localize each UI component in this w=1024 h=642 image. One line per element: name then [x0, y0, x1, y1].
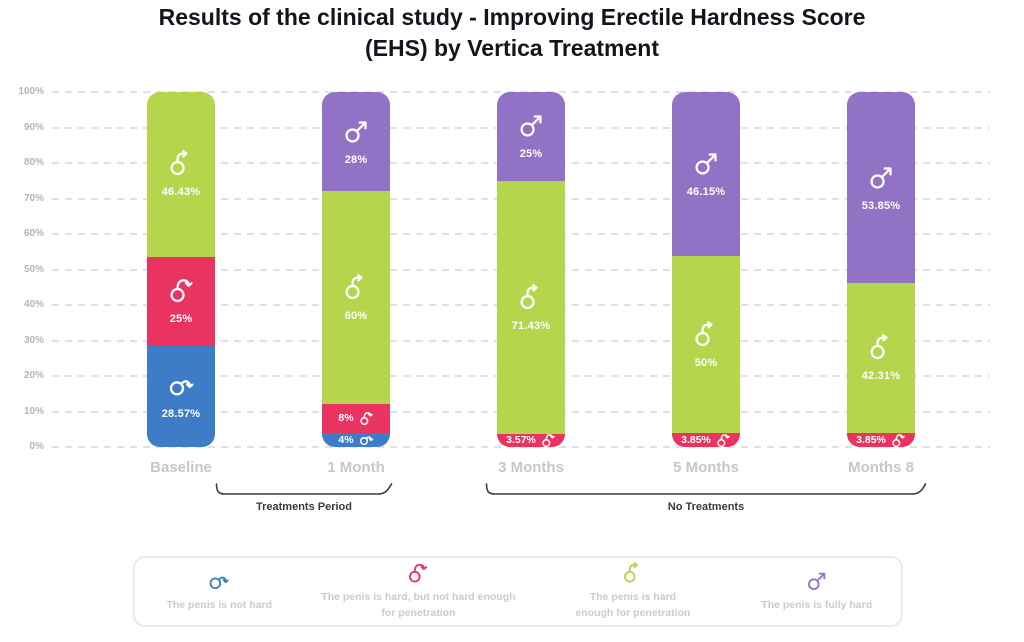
segment-value-label: 60% — [344, 309, 368, 322]
legend-item-label: The penis is hard enough for penetration — [575, 590, 690, 622]
penis-hard-enough-icon — [519, 283, 538, 309]
y-axis-tick: 100% — [18, 86, 44, 97]
segment-fully-hard: 28% — [322, 92, 390, 192]
penis-not-hard-enough-icon — [409, 563, 428, 583]
segment-value-label: 3.85% — [681, 433, 711, 446]
segment-value-label: 8% — [338, 412, 354, 425]
chart-title: Results of the clinical study - Improvin… — [0, 2, 1024, 64]
legend-item-label: The penis is hard, but not hard enough fo… — [321, 590, 515, 622]
x-axis-label: 5 Months — [673, 459, 739, 476]
segment-value-label: 28% — [344, 153, 368, 166]
y-axis-tick: 20% — [23, 370, 44, 381]
segment-fully-hard: 46.15% — [672, 92, 740, 256]
penis-hard-enough-icon — [694, 320, 713, 346]
legend-item-label: The penis is fully hard — [761, 598, 872, 614]
no-treatments-bracket — [485, 483, 927, 495]
bar-baseline: 46.43% 25% 28.57% — [147, 92, 215, 447]
segment-value-label: 71.43% — [511, 319, 551, 332]
y-axis-tick: 90% — [23, 121, 44, 133]
penis-fully-hard-icon — [694, 153, 717, 175]
penis-not-hard-enough-icon — [359, 412, 373, 426]
segment-not-hard-enough: 3.85% — [672, 433, 740, 447]
segment-not-hard: 28.57% — [147, 345, 215, 447]
penis-not-hard-icon — [359, 436, 373, 446]
chart-title-line-2: (EHS) by Vertica Treatment — [365, 35, 659, 61]
segment-value-label: 3.85% — [856, 433, 886, 446]
segment-not-hard-enough: 3.85% — [847, 433, 915, 447]
penis-not-hard-enough-icon — [169, 279, 193, 303]
segment-value-label: 53.85% — [861, 199, 901, 212]
chart-title-line-1: Results of the clinical study - Improvin… — [158, 4, 866, 30]
bar-3-months: 25% 71.43% 3.57% — [497, 92, 565, 447]
gridline — [52, 446, 990, 448]
penis-not-hard-icon — [209, 576, 229, 589]
legend-item-not-hard-enough: The penis is hard, but not hard enough fo… — [304, 562, 534, 622]
segment-value-label: 4% — [338, 433, 354, 446]
penis-not-hard-enough-icon — [717, 433, 730, 447]
x-axis-label: 3 Months — [498, 459, 564, 476]
legend-item-label-line: enough for penetration — [575, 606, 691, 619]
legend-item-label-line: for penetration — [381, 606, 456, 619]
legend-item-hard-enough: The penis is hard enough for penetration — [533, 561, 732, 622]
legend-item-label-line: The penis is hard, but not hard enough — [321, 590, 516, 603]
y-axis-tick: 40% — [23, 299, 44, 310]
segment-value-label: 25% — [519, 148, 543, 161]
segment-fully-hard: 25% — [497, 92, 565, 181]
segment-hard-enough: 60% — [322, 191, 390, 405]
segment-not-hard-enough: 3.57% — [497, 434, 565, 447]
penis-hard-enough-icon — [869, 334, 888, 360]
x-axis-label: 1 Month — [327, 459, 385, 476]
legend-item-fully-hard: The penis is fully hard — [732, 570, 901, 614]
segment-value-label: 50% — [694, 356, 718, 369]
segment-hard-enough: 42.31% — [847, 283, 915, 434]
segment-value-label: 28.57% — [161, 408, 201, 421]
legend-item-label-line: The penis is not hard — [166, 598, 273, 611]
penis-fully-hard-icon — [344, 121, 367, 143]
segment-not-hard: 4% — [322, 432, 390, 447]
penis-not-hard-enough-icon — [542, 434, 555, 447]
segment-hard-enough: 46.43% — [147, 92, 215, 257]
y-axis-tick: 60% — [23, 228, 44, 239]
legend-box: The penis is not hard The penis is hard, … — [133, 556, 903, 627]
y-axis-tick: 10% — [23, 405, 44, 417]
segment-value-label: 25% — [169, 313, 193, 326]
penis-not-hard-icon — [169, 380, 193, 396]
segment-not-hard-enough: 25% — [147, 256, 215, 346]
x-axis-label: Baseline — [150, 459, 212, 476]
legend-item-label-line: The penis is fully hard — [761, 598, 873, 611]
x-axis-label: Months 8 — [848, 459, 914, 476]
penis-hard-enough-icon — [169, 150, 188, 176]
legend-item-label: The penis is not hard — [166, 598, 272, 614]
segment-fully-hard: 53.85% — [847, 92, 915, 284]
legend-item-label-line: The penis is hard — [589, 590, 677, 603]
no-treatments-label: No Treatments — [667, 501, 745, 513]
treatments-period-label: Treatments Period — [256, 501, 352, 513]
segment-hard-enough: 50% — [672, 255, 740, 434]
penis-hard-enough-icon — [344, 274, 363, 299]
y-axis-tick: 50% — [23, 263, 44, 275]
penis-not-hard-enough-icon — [892, 433, 905, 447]
segment-hard-enough: 71.43% — [497, 180, 565, 435]
segment-value-label: 46.15% — [686, 185, 726, 198]
bar-5-months: 46.15% 50% 3.85% — [672, 92, 740, 447]
segment-not-hard-enough: 8% — [322, 404, 390, 433]
penis-fully-hard-icon — [869, 166, 892, 189]
y-axis-tick: 70% — [23, 192, 44, 204]
segment-value-label: 3.57% — [506, 434, 536, 447]
penis-hard-enough-icon — [623, 561, 638, 583]
y-axis-tick: 0% — [29, 441, 44, 452]
segment-value-label: 46.43% — [161, 186, 201, 199]
bar-1-month: 28% 60% 8% 4% — [322, 92, 390, 447]
legend-item-not-hard: The penis is not hard — [135, 570, 304, 614]
y-axis-tick: 80% — [23, 157, 44, 168]
y-axis-tick: 30% — [23, 334, 44, 346]
bar-months-8: 53.85% 42.31% 3.85% — [847, 92, 915, 447]
penis-fully-hard-icon — [807, 572, 825, 590]
penis-fully-hard-icon — [519, 115, 542, 137]
treatments-period-bracket — [215, 483, 393, 495]
segment-value-label: 42.31% — [861, 370, 901, 383]
